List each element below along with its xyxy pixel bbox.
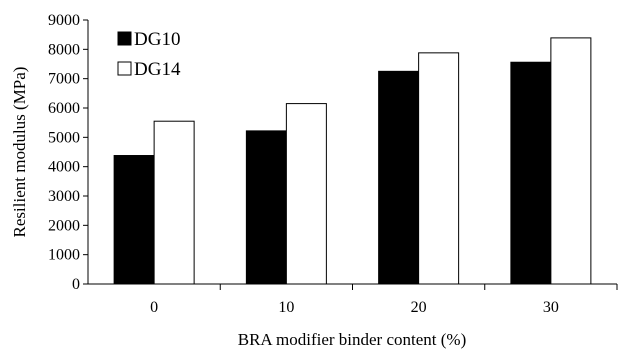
x-tick-label: 30 [543,299,559,316]
bar-dg14-30 [550,37,592,285]
bar-dg10-20 [378,70,420,285]
y-tick-label: 5000 [48,129,80,146]
y-tick-label: 1000 [48,247,80,264]
bar-dg14-10 [285,103,327,285]
y-tick-label: 3000 [48,188,80,205]
legend-swatch-dg14 [117,61,132,76]
legend-label-dg14: DG14 [134,59,181,80]
y-tick-label: 2000 [48,217,80,234]
y-tick-label: 6000 [48,100,80,117]
y-tick-label: 0 [72,276,80,293]
x-axis-label: BRA modifier binder content (%) [238,330,467,349]
legend: DG10 DG14 [117,29,181,80]
y-tick-label: 8000 [48,41,80,58]
y-tick-label: 7000 [48,71,80,88]
x-tick-label: 10 [278,299,294,316]
legend-label-dg10: DG10 [134,29,180,50]
bar-dg14-20 [418,52,460,285]
bar-dg10-10 [245,130,287,285]
x-tick-labels: 0 10 20 30 [150,284,618,316]
bar-dg10-30 [510,61,552,285]
bar-dg10-0 [113,155,155,285]
bars-group [113,37,592,285]
x-tick-label: 20 [411,299,427,316]
legend-swatch-dg10 [117,31,132,46]
y-tick-labels: 0 1000 2000 3000 4000 5000 6000 7000 8000 9000 [48,12,88,293]
y-tick-label: 9000 [48,12,80,29]
x-tick-label: 0 [150,299,158,316]
y-axis-label: Resilient modulus (MPa) [10,67,29,238]
bar-dg14-0 [153,120,195,285]
y-tick-label: 4000 [48,159,80,176]
